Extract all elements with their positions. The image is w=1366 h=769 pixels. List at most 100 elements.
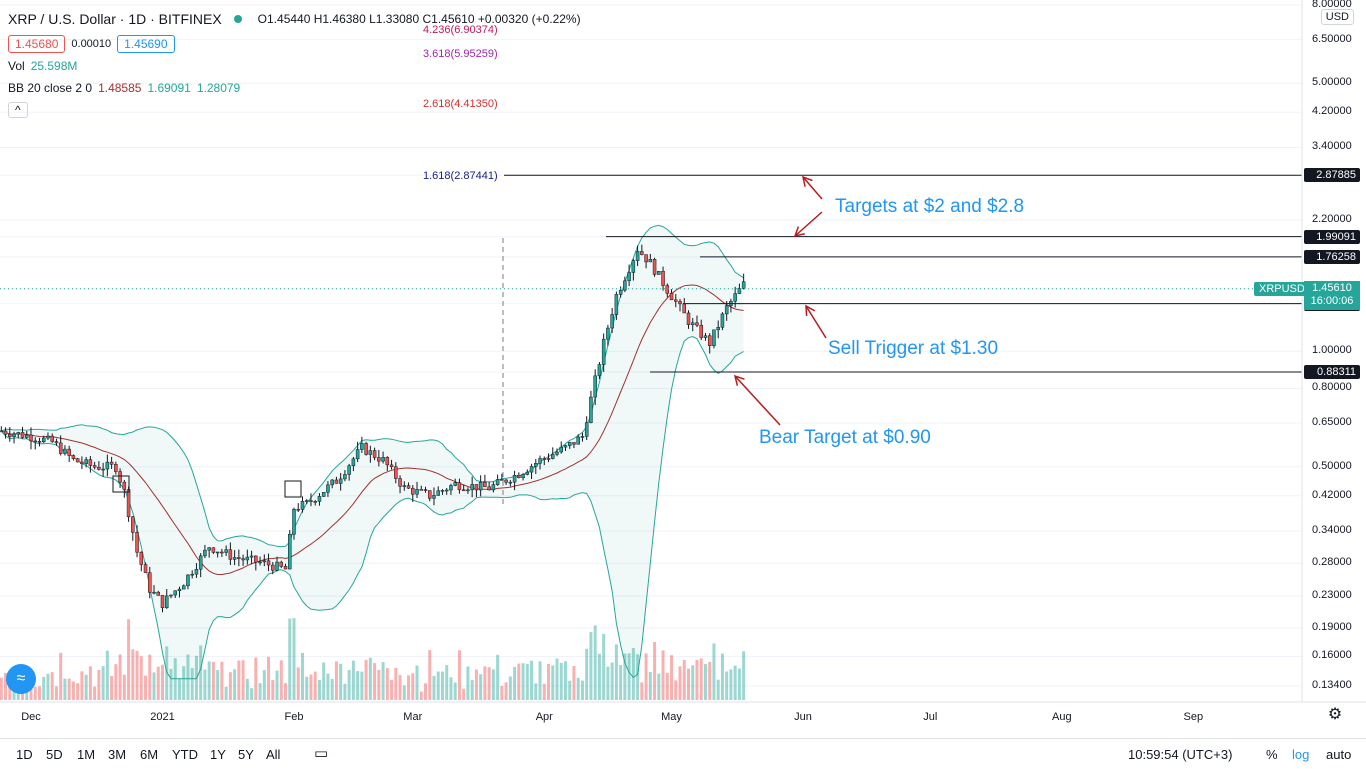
- candle: [232, 550, 237, 566]
- volume-bar: [339, 663, 343, 700]
- candle: [304, 499, 309, 505]
- highlight-box: [284, 480, 302, 498]
- volume-bar: [394, 667, 398, 700]
- volume-bar: [555, 658, 559, 700]
- volume-bar: [453, 682, 457, 700]
- range-5y[interactable]: 5Y: [238, 747, 254, 762]
- percent-scale-toggle[interactable]: %: [1266, 747, 1278, 762]
- volume-bar: [517, 663, 521, 700]
- volume-bar: [131, 649, 135, 700]
- clock-readout[interactable]: 10:59:54 (UTC+3): [1128, 747, 1233, 762]
- candle-body: [351, 458, 356, 467]
- candle: [487, 481, 491, 491]
- volume-bar: [250, 688, 254, 700]
- time-tick-label: Feb: [284, 711, 304, 723]
- range-ytd[interactable]: YTD: [172, 747, 198, 762]
- candle: [686, 310, 691, 329]
- candle: [623, 276, 627, 293]
- candle-body: [487, 486, 491, 491]
- candle-body: [122, 481, 127, 490]
- price-chart[interactable]: [0, 0, 1366, 738]
- candle: [504, 478, 508, 486]
- tradingview-logo-icon[interactable]: ≈: [6, 664, 36, 694]
- candle: [220, 548, 224, 558]
- volume-bar: [139, 656, 143, 700]
- volume-bar: [309, 674, 313, 700]
- volume-bar: [322, 662, 326, 700]
- candle: [406, 482, 411, 489]
- candle-body: [304, 500, 309, 502]
- log-scale-toggle[interactable]: log: [1292, 747, 1310, 762]
- volume-bar: [63, 678, 67, 700]
- sell-trigger-annotation: Sell Trigger at $1.30: [828, 338, 999, 359]
- candle: [351, 456, 356, 472]
- volume-bar: [661, 650, 665, 700]
- candle-body: [292, 508, 296, 535]
- volume-bar: [725, 671, 729, 700]
- price-tick-label: 0.23000: [1312, 589, 1352, 602]
- candle: [338, 472, 343, 491]
- volume-bar: [733, 665, 737, 700]
- sell-button[interactable]: 1.45680: [8, 35, 66, 53]
- candle: [674, 294, 678, 308]
- price-tick-label: 0.42000: [1312, 488, 1352, 501]
- candle-body: [84, 459, 88, 464]
- candle-body: [29, 434, 33, 442]
- collapse-legend-button[interactable]: ^: [8, 102, 28, 118]
- volume-bar: [0, 677, 3, 700]
- volume-bar: [631, 647, 635, 700]
- candle: [25, 430, 29, 439]
- currency-button[interactable]: USD: [1320, 9, 1354, 25]
- volume-bar: [470, 680, 474, 700]
- volume-bar: [504, 682, 508, 700]
- candle: [644, 254, 648, 269]
- candle-body: [436, 490, 440, 496]
- candle-body: [211, 547, 216, 553]
- candle: [317, 493, 322, 506]
- volume-bar: [233, 669, 237, 700]
- volume-bar: [364, 659, 368, 700]
- candle-body: [618, 289, 623, 295]
- bb-lower-value: 1.28079: [196, 81, 241, 95]
- candle: [555, 448, 559, 457]
- candle-body: [207, 547, 211, 551]
- candle: [97, 461, 101, 471]
- price-tick-label: 0.80000: [1312, 381, 1352, 394]
- range-all[interactable]: All: [266, 747, 281, 762]
- settings-gear-icon[interactable]: ⚙: [1327, 706, 1343, 723]
- candle-body: [707, 335, 712, 346]
- symbol-title[interactable]: XRP / U.S. Dollar · 1D · BITFINEX: [8, 11, 222, 27]
- arrow-shaft: [805, 305, 827, 339]
- candle-body: [567, 442, 572, 446]
- range-1y[interactable]: 1Y: [210, 747, 226, 762]
- candle: [58, 435, 63, 456]
- volume-bar: [80, 671, 84, 700]
- range-5d[interactable]: 5D: [46, 747, 63, 762]
- range-6m[interactable]: 6M: [140, 747, 159, 762]
- candle: [207, 547, 211, 558]
- candle-body: [699, 324, 703, 338]
- candle-body: [181, 585, 186, 590]
- volume-bar: [648, 672, 652, 700]
- candle: [131, 516, 135, 541]
- volume-bar: [211, 661, 215, 700]
- candle-body: [169, 594, 173, 597]
- buy-button[interactable]: 1.45690: [117, 35, 175, 53]
- candle-body: [271, 564, 275, 571]
- auto-scale-toggle[interactable]: auto: [1326, 747, 1352, 762]
- volume-bar: [521, 663, 525, 700]
- range-1d[interactable]: 1D: [16, 747, 33, 762]
- date-range-calendar-icon[interactable]: ▭: [314, 745, 329, 762]
- price-tick-label: 0.28000: [1312, 556, 1352, 569]
- candle-body: [46, 435, 50, 439]
- volume-bar: [381, 662, 385, 700]
- candle: [0, 426, 4, 433]
- candle: [707, 333, 712, 354]
- last-price-value: 1.45610: [1312, 282, 1352, 294]
- candle: [190, 570, 194, 579]
- arrow-head: [733, 374, 745, 386]
- arrow-head: [793, 226, 805, 238]
- range-1m[interactable]: 1M: [77, 747, 96, 762]
- volume-bar: [245, 678, 249, 700]
- range-3m[interactable]: 3M: [108, 747, 127, 762]
